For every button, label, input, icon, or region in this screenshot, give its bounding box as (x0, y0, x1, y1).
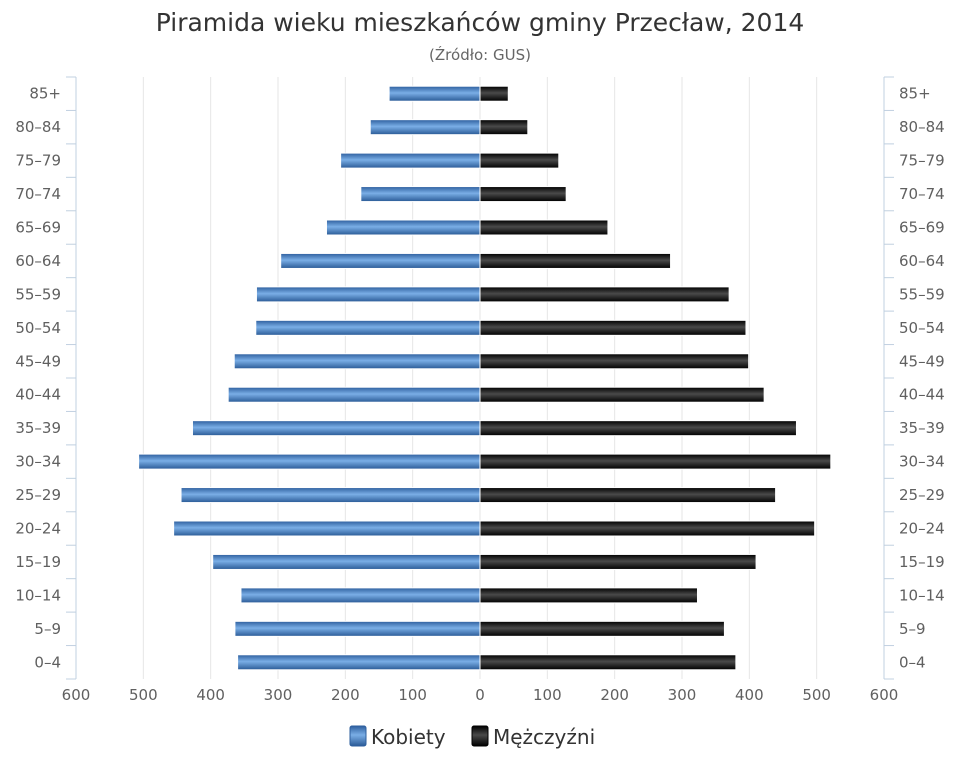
x-tick-label: 200 (600, 686, 629, 704)
category-label-right: 50–54 (899, 319, 945, 337)
bar-kobiety[interactable] (360, 186, 481, 203)
legend-item-mezczyzni[interactable]: Mężczyźni (471, 725, 595, 749)
category-label-left: 20–24 (15, 520, 61, 538)
category-label-right: 80–84 (899, 118, 945, 136)
bar-mezczyzni[interactable] (479, 386, 765, 403)
bar-kobiety[interactable] (180, 487, 481, 504)
bar-mezczyzni[interactable] (479, 520, 816, 537)
x-tick-label: 600 (870, 686, 899, 704)
x-tick-label: 400 (735, 686, 764, 704)
chart-title: Piramida wieku mieszkańców gminy Przecła… (156, 8, 805, 37)
bar-kobiety[interactable] (227, 386, 481, 403)
category-labels: 85+ 85+ 80–84 80–84 75–79 75–79 70–74 70–74 65–6… (15, 85, 944, 672)
category-label-left: 30–34 (15, 453, 61, 471)
bar-kobiety[interactable] (340, 152, 481, 169)
x-tick-label: 100 (398, 686, 427, 704)
category-label-right: 70–74 (899, 185, 945, 203)
x-tick-label: 100 (533, 686, 562, 704)
bar-mezczyzni[interactable] (479, 587, 698, 604)
legend-label-kobiety: Kobiety (371, 725, 446, 749)
bar-kobiety[interactable] (191, 420, 481, 437)
category-label-right: 15–19 (899, 553, 945, 571)
bar-kobiety[interactable] (255, 319, 481, 336)
category-label-left: 35–39 (15, 419, 61, 437)
bar-mezczyzni[interactable] (479, 219, 609, 236)
axes (66, 76, 894, 680)
chart-subtitle: (Źródło: GUS) (429, 45, 531, 64)
bar-kobiety[interactable] (388, 85, 481, 102)
category-label-left: 55–59 (15, 285, 61, 303)
category-label-right: 75–79 (899, 152, 945, 170)
category-label-left: 40–44 (15, 386, 61, 404)
category-label-left: 60–64 (15, 252, 61, 270)
category-label-right: 20–24 (899, 520, 945, 538)
x-tick-label: 300 (668, 686, 697, 704)
bar-mezczyzni[interactable] (479, 186, 567, 203)
bar-kobiety[interactable] (240, 587, 481, 604)
bar-kobiety[interactable] (212, 553, 481, 570)
legend-label-mezczyzni: Mężczyźni (493, 725, 595, 749)
x-tick-label: 600 (62, 686, 91, 704)
x-tick-label: 500 (802, 686, 831, 704)
bar-kobiety[interactable] (255, 286, 481, 303)
category-label-left: 75–79 (15, 152, 61, 170)
bar-mezczyzni[interactable] (479, 420, 797, 437)
bar-mezczyzni[interactable] (479, 654, 737, 671)
category-label-right: 85+ (899, 85, 931, 103)
category-label-right: 45–49 (899, 352, 945, 370)
legend-swatch-mezczyzni (471, 725, 489, 747)
category-label-left: 85+ (29, 85, 61, 103)
bar-mezczyzni[interactable] (479, 553, 757, 570)
x-tick-label: 400 (196, 686, 225, 704)
bar-mezczyzni[interactable] (479, 620, 725, 637)
category-label-left: 70–74 (15, 185, 61, 203)
bar-kobiety[interactable] (234, 620, 481, 637)
bars (138, 85, 832, 671)
bar-mezczyzni[interactable] (479, 85, 509, 102)
category-label-right: 25–29 (899, 486, 945, 504)
category-label-left: 80–84 (15, 118, 61, 136)
category-label-right: 65–69 (899, 219, 945, 237)
category-label-right: 40–44 (899, 386, 945, 404)
bar-kobiety[interactable] (280, 252, 481, 269)
category-label-left: 10–14 (15, 586, 61, 604)
bar-mezczyzni[interactable] (479, 152, 560, 169)
category-label-left: 45–49 (15, 352, 61, 370)
bar-kobiety[interactable] (369, 119, 481, 136)
bar-mezczyzni[interactable] (479, 119, 529, 136)
legend-item-kobiety[interactable]: Kobiety (349, 725, 446, 749)
bar-mezczyzni[interactable] (479, 286, 730, 303)
legend-swatch-kobiety (349, 725, 367, 747)
category-label-right: 5–9 (899, 620, 926, 638)
category-label-right: 60–64 (899, 252, 945, 270)
bar-kobiety[interactable] (173, 520, 481, 537)
x-tick-label: 500 (129, 686, 158, 704)
category-label-right: 10–14 (899, 586, 945, 604)
bar-kobiety[interactable] (233, 353, 481, 370)
category-label-left: 25–29 (15, 486, 61, 504)
legend: Kobiety Mężczyźni (349, 725, 595, 749)
category-label-right: 0–4 (899, 653, 926, 671)
category-label-left: 65–69 (15, 219, 61, 237)
bar-mezczyzni[interactable] (479, 252, 672, 269)
category-label-left: 5–9 (34, 620, 61, 638)
bar-mezczyzni[interactable] (479, 487, 777, 504)
bar-mezczyzni[interactable] (479, 453, 832, 470)
category-label-left: 15–19 (15, 553, 61, 571)
x-tick-label: 300 (264, 686, 293, 704)
bar-mezczyzni[interactable] (479, 353, 750, 370)
bar-kobiety[interactable] (325, 219, 481, 236)
bar-kobiety[interactable] (138, 453, 481, 470)
category-label-right: 55–59 (899, 285, 945, 303)
x-tick-label: 200 (331, 686, 360, 704)
category-label-right: 30–34 (899, 453, 945, 471)
bar-mezczyzni[interactable] (479, 319, 747, 336)
category-label-left: 50–54 (15, 319, 61, 337)
bar-kobiety[interactable] (237, 654, 481, 671)
category-label-right: 35–39 (899, 419, 945, 437)
x-tick-labels: 600 500 400 300 200 100 0 100 200 300 400 500 600 (62, 686, 899, 704)
x-tick-label: 0 (475, 686, 485, 704)
category-label-left: 0–4 (34, 653, 61, 671)
